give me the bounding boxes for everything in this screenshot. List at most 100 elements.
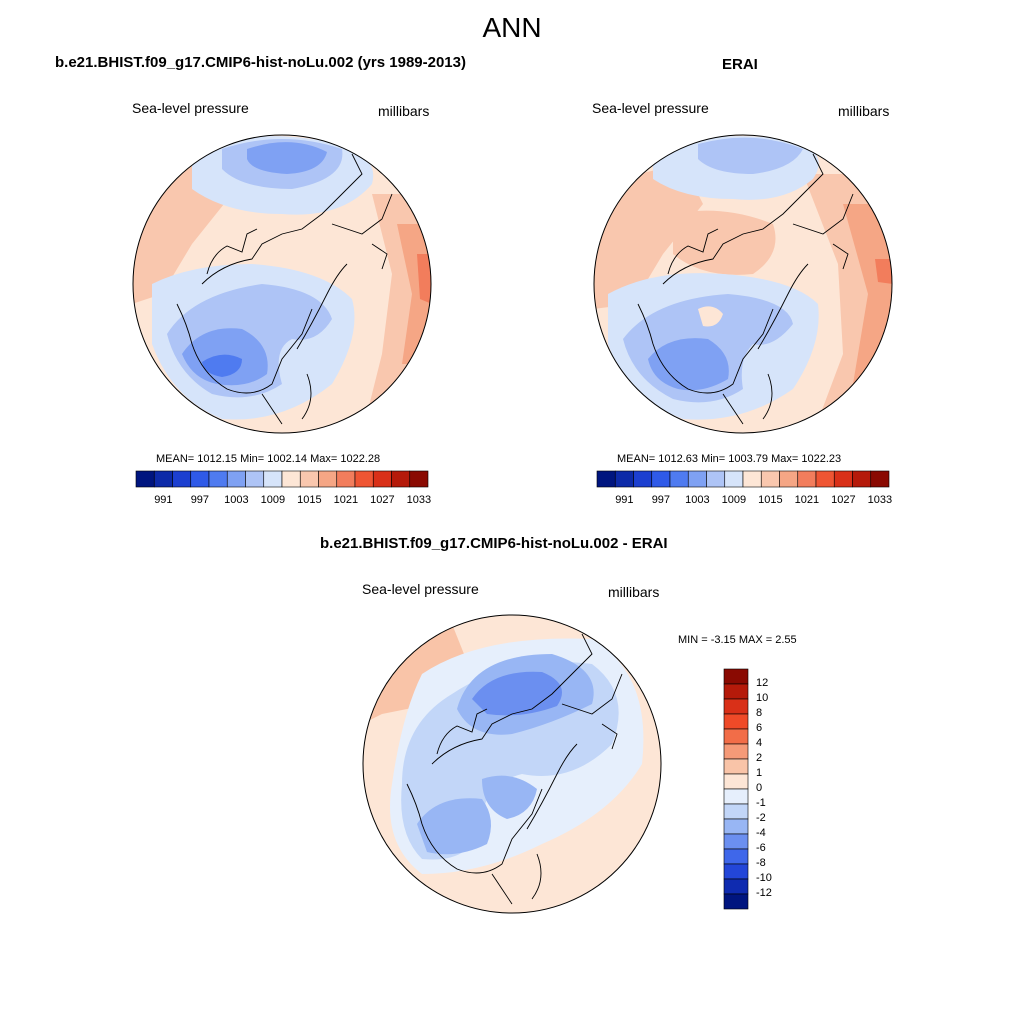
panel-2-region-pacific-blue2 [698, 137, 803, 174]
panel-1-region-orange-east [417, 254, 431, 304]
panel-2-colorbar-box [633, 470, 653, 488]
panel-1-colorbar-box [190, 470, 210, 488]
panel-3-colorbar-tick-label: 8 [756, 707, 763, 719]
panel-2-colorbar-tick-label: 1027 [831, 494, 856, 506]
panel-3-colorbar-box [723, 878, 749, 895]
panel-3-map-border [362, 614, 662, 914]
panel-1-colorbar-box [245, 470, 265, 488]
panel-1-stats: MEAN= 1012.15 Min= 1002.14 Max= 1022.28 [156, 453, 381, 465]
panel-3-colorbar-ticks: 12 10 8 6 4 2 1 0 -1 -2 -4 -6 -8 -10 -12 [756, 669, 796, 911]
panel-2-colorbar-tick-label: 1003 [685, 494, 710, 506]
panel-2-map-border [593, 134, 893, 434]
panel-3-colorbar-box [723, 863, 749, 880]
panel-2-colorbar-box [742, 470, 762, 488]
panel-2-polar-map [593, 134, 893, 434]
panel-2-stats: MEAN= 1012.63 Min= 1003.79 Max= 1022.23 [617, 453, 842, 465]
panel-1-colorbar-box [208, 470, 228, 488]
panel-2-colorbar-box [596, 470, 616, 488]
panel-1-region-iceland-low [202, 354, 242, 377]
panel-3-colorbar-tick-label: -8 [756, 857, 766, 869]
panel-2-units-label: millibars [838, 103, 890, 119]
panel-3-colorbar-tick-label: 10 [756, 692, 769, 704]
panel-2-colorbar-tick-label: 1009 [721, 494, 747, 506]
panel-3-coastlines [406, 633, 623, 905]
panel-2-colorbar-box [797, 470, 817, 488]
panel-1-colorbar-tick-label: 1021 [333, 494, 359, 506]
panel-2-colorbar-box [815, 470, 835, 488]
panel-3-colorbar-box [723, 773, 749, 790]
panel-1-region-pacific-blue3 [247, 142, 327, 174]
panel-3-colorbar-box [723, 713, 749, 730]
panel-1-units-label: millibars [378, 103, 430, 119]
panel-3-colorbar-box [723, 743, 749, 760]
panel-3-polar-map [362, 614, 662, 914]
panel-3-region-neg2-atlantic [417, 798, 491, 855]
panel-2-variable-label: Sea-level pressure [592, 100, 709, 116]
panel-3-colorbar-box [723, 668, 749, 685]
panel-3-title: b.e21.BHIST.f09_g17.CMIP6-hist-noLu.002 … [320, 535, 668, 552]
panel-1-colorbar-tick-label: 1015 [297, 494, 322, 506]
panel-3-units-label: millibars [608, 584, 660, 600]
panel-2-colorbar-tick-label: 1021 [794, 494, 820, 506]
panel-3-colorbar-box [723, 728, 749, 745]
panel-3-colorbar-box [723, 698, 749, 715]
panel-2-colorbar-box [669, 470, 689, 488]
panel-3-colorbar-tick-label: 0 [756, 782, 763, 794]
panel-2-colorbar-tick-label: 1033 [867, 494, 893, 506]
panel-1-colorbar-box [336, 470, 356, 488]
panel-3-colorbar-box [723, 803, 749, 820]
panel-2-colorbar-ticks: 991 997 1003 1009 1015 1021 1027 1033 [597, 494, 892, 508]
panel-3-colorbar-box [723, 788, 749, 805]
panel-2-colorbar-tick-label: 991 [615, 494, 634, 506]
panel-3-colorbar-tick-label: -2 [756, 812, 766, 824]
panel-3-colorbar-box [723, 758, 749, 775]
panel-2-colorbar-box [614, 470, 634, 488]
panel-2-region-svalbard-pink [698, 306, 723, 327]
panel-1-polar-map [132, 134, 432, 434]
panel-3-colorbar [723, 668, 749, 910]
panel-2-colorbar-box [833, 470, 853, 488]
panel-3-colorbar-tick-label: 2 [756, 752, 763, 764]
panel-1-coastlines [176, 153, 393, 425]
panel-2-region-pink-west [594, 164, 703, 309]
panel-3-region-neg2-europe [482, 775, 537, 819]
panel-1-colorbar-box [135, 470, 155, 488]
panel-1-colorbar-tick-label: 1009 [260, 494, 286, 506]
panel-2-colorbar-box [870, 470, 890, 488]
panel-2-colorbar-box [706, 470, 726, 488]
panel-3-colorbar-tick-label: -4 [756, 827, 766, 839]
panel-3-colorbar-box [723, 848, 749, 865]
panel-2-colorbar-box [760, 470, 780, 488]
panel-2-region-salmon-east [843, 204, 892, 384]
panel-3-colorbar-tick-label: 4 [756, 737, 763, 749]
panel-1-colorbar-box [318, 470, 338, 488]
panel-1-colorbar-box [354, 470, 374, 488]
panel-1-colorbar-box [281, 470, 301, 488]
panel-3-colorbar-box [723, 833, 749, 850]
panel-3-colorbar-tick-label: 6 [756, 722, 763, 734]
panel-1-colorbar-tick-label: 1027 [370, 494, 395, 506]
panel-1-colorbar-box [391, 470, 411, 488]
panel-2-colorbar-box [651, 470, 671, 488]
panel-2-colorbar-box [852, 470, 872, 488]
panel-3-colorbar-box [723, 818, 749, 835]
panel-1-colorbar-box [409, 470, 429, 488]
panel-3-colorbar-tick-label: -10 [756, 872, 772, 884]
panel-1-colorbar-box [372, 470, 392, 488]
panel-1-colorbar-box [153, 470, 173, 488]
panel-1-colorbar-tick-label: 1003 [224, 494, 249, 506]
panel-1-colorbar-ticks: 991 997 1003 1009 1015 1021 1027 1033 [136, 494, 431, 508]
panel-3-colorbar-tick-label: 1 [756, 767, 763, 779]
panel-2-region-pink-arctic [673, 210, 776, 275]
panel-1-colorbar-tick-label: 997 [190, 494, 210, 506]
panel-2-coastlines [637, 153, 854, 425]
panel-1-title: b.e21.BHIST.f09_g17.CMIP6-hist-noLu.002 … [55, 54, 466, 71]
panel-1-colorbar-box [299, 470, 319, 488]
panel-1-colorbar-box [226, 470, 246, 488]
figure-title: ANN [482, 12, 542, 43]
panel-3-colorbar-tick-label: -6 [756, 842, 766, 854]
panel-2-colorbar-box [779, 470, 799, 488]
panel-2-region-atlantic-blue3 [648, 338, 729, 391]
panel-2-colorbar-tick-label: 997 [651, 494, 671, 506]
panel-1-colorbar-tick-label: 1033 [406, 494, 432, 506]
